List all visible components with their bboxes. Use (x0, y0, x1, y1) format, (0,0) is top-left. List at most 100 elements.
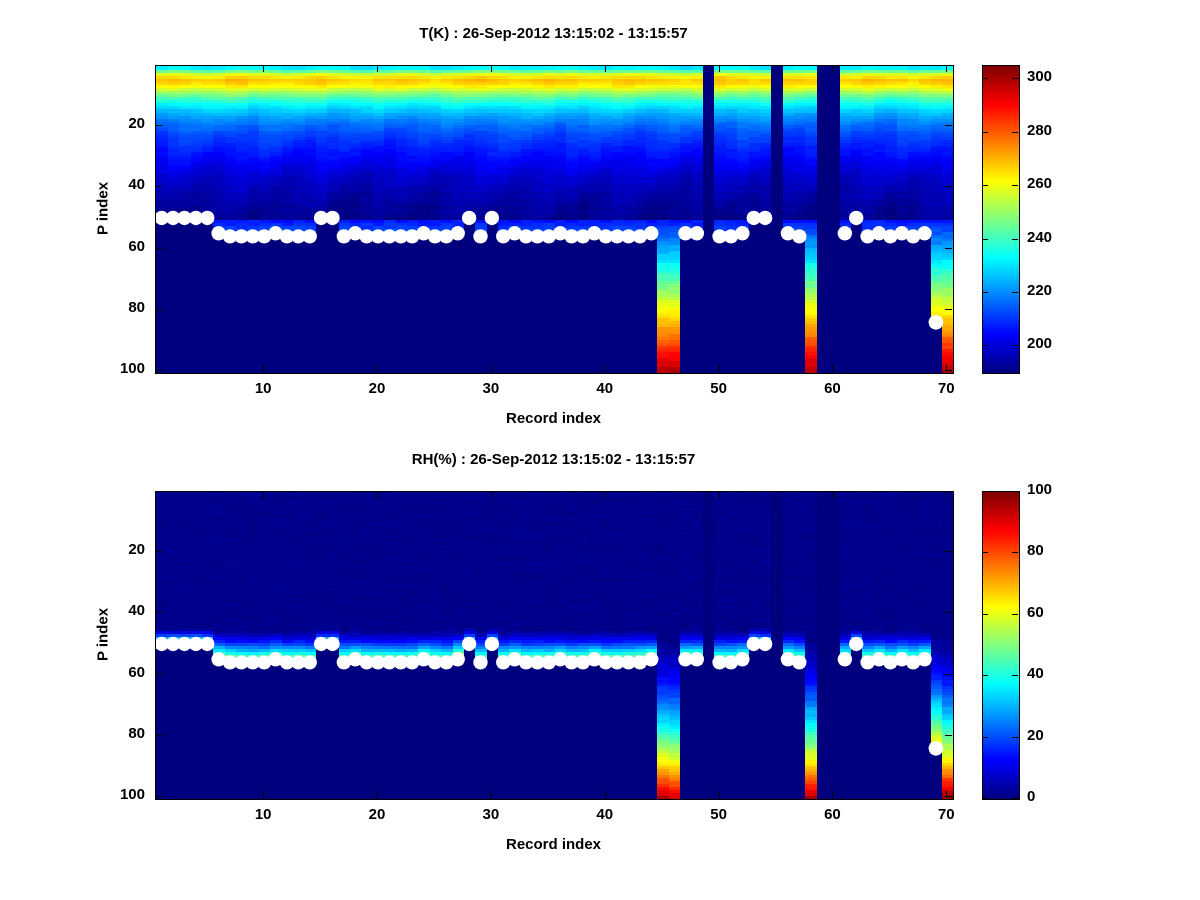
xtick-temperature-70 (946, 365, 948, 372)
xticklabel-temperature-40: 40 (596, 380, 614, 397)
axes-temperature[interactable] (155, 65, 954, 374)
yticklabel-temperature-100: 100 (119, 360, 145, 378)
ytick-relative-humidity-80 (945, 735, 952, 737)
yticklabel-relative-humidity-40: 40 (128, 602, 145, 620)
yticklabel-relative-humidity-100: 100 (119, 786, 145, 804)
xtick-temperature-60 (832, 65, 834, 72)
cbar-tick-temperature-240 (982, 238, 988, 240)
heatmap-relative-humidity (156, 492, 953, 799)
cbar-tick-relative-humidity-60 (1012, 613, 1018, 615)
ytick-relative-humidity-80 (155, 735, 162, 737)
cbar-tick-temperature-260 (982, 185, 988, 187)
xtick-relative-humidity-50 (718, 791, 720, 798)
xticklabel-relative-humidity-40: 40 (596, 806, 614, 823)
xtick-relative-humidity-10 (263, 791, 265, 798)
xtick-temperature-70 (946, 65, 948, 72)
yticklabel-relative-humidity-60: 60 (128, 663, 145, 681)
xtick-relative-humidity-60 (832, 491, 834, 498)
cbar-ticklabel-temperature-260: 260 (1027, 175, 1053, 193)
axes-relative-humidity[interactable] (155, 491, 954, 800)
cbar-tick-temperature-220 (1012, 291, 1018, 293)
yticklabel-temperature-20: 20 (128, 114, 145, 132)
ytick-temperature-20 (945, 124, 952, 126)
cbar-tick-relative-humidity-40 (1012, 675, 1018, 677)
cbar-tick-relative-humidity-0 (982, 798, 988, 799)
ytick-temperature-20 (155, 124, 162, 126)
cbar-tick-relative-humidity-0 (1012, 798, 1018, 799)
xtick-relative-humidity-30 (490, 491, 492, 498)
colorbar-gradient-relative-humidity (983, 492, 1019, 799)
cbar-ticklabel-temperature-240: 240 (1027, 228, 1053, 246)
ytick-relative-humidity-40 (155, 612, 162, 614)
ytick-temperature-80 (945, 309, 952, 311)
colorbar-relative-humidity[interactable] (982, 491, 1020, 800)
xticklabel-relative-humidity-20: 20 (368, 806, 386, 823)
colorbar-temperature[interactable] (982, 65, 1020, 374)
xticklabel-temperature-60: 60 (824, 380, 841, 397)
ytick-temperature-40 (155, 186, 162, 188)
xlabel-temperature: Record index (505, 410, 602, 427)
cbar-tick-relative-humidity-80 (1012, 552, 1018, 554)
ytick-temperature-100 (945, 370, 952, 372)
xtick-temperature-20 (377, 365, 379, 372)
xtick-relative-humidity-70 (946, 491, 948, 498)
xlabel-relative-humidity: Record index (505, 836, 602, 853)
yticklabel-relative-humidity-80: 80 (128, 725, 145, 743)
xticklabel-temperature-50: 50 (710, 380, 727, 397)
xticklabel-relative-humidity-60: 60 (824, 806, 841, 823)
cbar-tick-temperature-240 (1012, 238, 1018, 240)
cbar-tick-relative-humidity-20 (1012, 736, 1018, 738)
cbar-ticklabel-relative-humidity-80: 80 (1027, 542, 1044, 560)
cbar-ticklabel-relative-humidity-20: 20 (1027, 726, 1044, 744)
ytick-relative-humidity-100 (945, 796, 952, 798)
yticklabel-relative-humidity-20: 20 (128, 540, 145, 558)
xticklabel-temperature-10: 10 (254, 380, 272, 397)
ytick-temperature-100 (155, 370, 162, 372)
cbar-ticklabel-relative-humidity-0: 0 (1027, 788, 1036, 805)
cbar-ticklabel-relative-humidity-40: 40 (1027, 665, 1044, 683)
cbar-ticklabel-temperature-280: 280 (1027, 121, 1053, 139)
cbar-tick-temperature-280 (982, 131, 988, 133)
xtick-temperature-40 (604, 365, 606, 372)
cbar-tick-temperature-200 (1012, 345, 1018, 347)
cbar-tick-relative-humidity-80 (982, 552, 988, 554)
ytick-relative-humidity-20 (155, 550, 162, 552)
panel-title-temperature: T(K) : 26-Sep-2012 13:15:02 - 13:15:57 (419, 25, 688, 42)
ytick-temperature-60 (945, 247, 952, 249)
xtick-temperature-50 (718, 65, 720, 72)
xticklabel-relative-humidity-10: 10 (254, 806, 272, 823)
xtick-relative-humidity-40 (604, 791, 606, 798)
cbar-ticklabel-temperature-200: 200 (1027, 335, 1053, 353)
yticklabel-temperature-40: 40 (128, 176, 145, 194)
xtick-temperature-50 (718, 365, 720, 372)
cbar-tick-temperature-300 (982, 78, 988, 80)
xtick-relative-humidity-40 (604, 491, 606, 498)
cbar-tick-relative-humidity-100 (982, 491, 988, 492)
cbar-ticklabel-temperature-220: 220 (1027, 281, 1053, 299)
xticklabel-temperature-20: 20 (368, 380, 386, 397)
xtick-relative-humidity-70 (946, 791, 948, 798)
xtick-relative-humidity-50 (718, 491, 720, 498)
xtick-temperature-30 (490, 65, 492, 72)
yticklabel-temperature-80: 80 (128, 299, 145, 317)
ylabel-relative-humidity: P index (94, 607, 112, 662)
xticklabel-relative-humidity-30: 30 (482, 806, 500, 823)
ytick-relative-humidity-100 (155, 796, 162, 798)
xtick-temperature-10 (263, 65, 265, 72)
xtick-temperature-20 (377, 65, 379, 72)
xtick-temperature-60 (832, 365, 834, 372)
ytick-temperature-40 (945, 186, 952, 188)
ylabel-temperature: P index (94, 181, 112, 236)
cbar-tick-relative-humidity-100 (1012, 491, 1018, 492)
xtick-relative-humidity-20 (377, 791, 379, 798)
ytick-relative-humidity-40 (945, 612, 952, 614)
heatmap-temperature (156, 66, 953, 373)
xtick-relative-humidity-10 (263, 491, 265, 498)
cbar-ticklabel-relative-humidity-100: 100 (1027, 481, 1053, 498)
cbar-tick-relative-humidity-60 (982, 613, 988, 615)
ytick-relative-humidity-60 (155, 673, 162, 675)
xticklabel-relative-humidity-70: 70 (937, 806, 955, 823)
ytick-temperature-80 (155, 309, 162, 311)
xtick-relative-humidity-20 (377, 491, 379, 498)
